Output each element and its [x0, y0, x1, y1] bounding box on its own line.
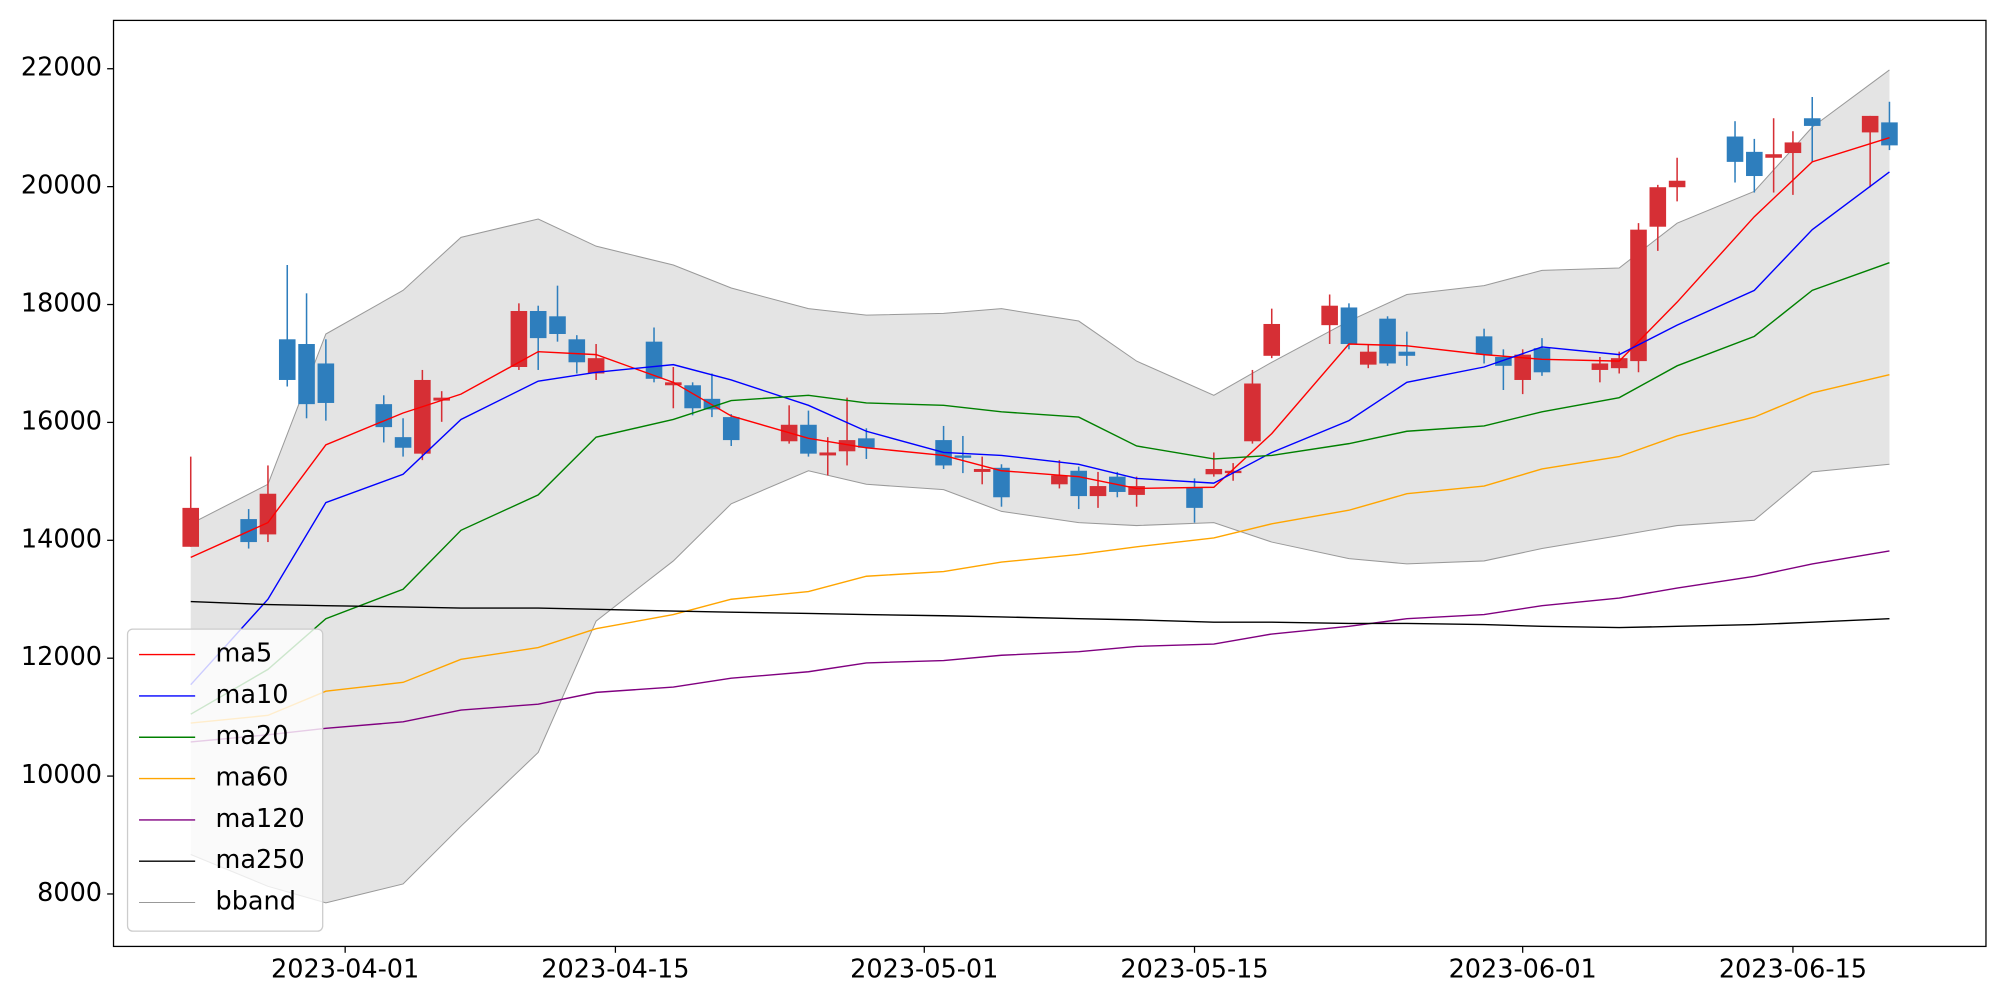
candle-body — [375, 404, 393, 428]
legend: ma5 ma10 ma20 ma60 ma120 ma250 bband — [126, 628, 324, 932]
candle-body — [1649, 187, 1667, 227]
candle-body — [394, 437, 412, 448]
legend-label: ma120 — [216, 804, 305, 834]
candle-body — [1881, 122, 1898, 146]
candle-body — [722, 417, 740, 441]
y-tick-label: 20000 — [21, 171, 102, 201]
candle-body — [317, 363, 335, 403]
candle-body — [1610, 358, 1628, 369]
candle-body — [1803, 118, 1821, 126]
candle-body — [1340, 307, 1358, 345]
x-tick-label: 2023-05-15 — [1120, 955, 1268, 985]
candle-body — [1746, 151, 1763, 177]
candle-body — [1359, 351, 1377, 365]
candle-body — [1379, 318, 1396, 364]
candle-body — [1051, 475, 1068, 485]
ma-line — [190, 171, 1890, 686]
x-tick-label: 2023-05-01 — [850, 955, 998, 985]
candle-body — [858, 438, 875, 448]
candle-body — [1070, 470, 1087, 497]
candle-body — [433, 397, 450, 401]
candle-body — [1591, 363, 1609, 370]
candle-body — [993, 467, 1010, 498]
candle-body — [954, 455, 972, 458]
candle-body — [1514, 354, 1531, 380]
legend-label: ma10 — [216, 680, 289, 710]
ma-line — [190, 262, 1890, 715]
candle-body — [1475, 336, 1493, 355]
ma-line — [190, 550, 1890, 743]
bband-area — [190, 69, 1890, 903]
x-tick-label: 2023-04-01 — [271, 955, 419, 985]
candle-body — [278, 339, 296, 380]
candle-body — [1263, 323, 1281, 356]
candle-body — [568, 339, 586, 363]
candle-body — [1668, 180, 1686, 188]
ma-line — [190, 137, 1890, 559]
legend-label: bband — [216, 887, 296, 917]
candle-body — [587, 358, 605, 374]
candle-body — [1186, 487, 1203, 508]
bband-lower — [190, 463, 1890, 904]
legend-box — [126, 628, 324, 932]
y-tick-label: 8000 — [37, 878, 102, 908]
x-tick-label: 2023-04-15 — [541, 955, 689, 985]
candle-body — [1205, 468, 1223, 475]
legend-label: ma5 — [216, 639, 273, 669]
legend-label: ma60 — [216, 763, 289, 793]
legend-label: ma250 — [216, 845, 305, 875]
candle-body — [1244, 383, 1261, 442]
candle-body — [298, 344, 315, 405]
candle-body — [1089, 486, 1107, 497]
candle-body — [1533, 348, 1551, 373]
candle-body — [1726, 136, 1744, 162]
candle-body — [973, 468, 991, 472]
y-tick-label: 22000 — [21, 53, 102, 83]
x-tick-label: 2023-06-15 — [1719, 955, 1867, 985]
candle-body — [1630, 229, 1647, 362]
candle-body — [838, 440, 856, 452]
candle-body — [549, 316, 566, 334]
candle-body — [1765, 154, 1782, 158]
bband-upper — [190, 69, 1890, 525]
candle-body — [529, 311, 547, 339]
candle-body — [1128, 486, 1145, 495]
candle-body — [1495, 356, 1512, 366]
candle-body — [510, 311, 528, 368]
y-tick-label: 14000 — [21, 524, 102, 554]
candle-body — [1321, 305, 1338, 326]
y-tick-label: 12000 — [21, 642, 102, 672]
candle-body — [182, 507, 200, 547]
y-tick-label: 16000 — [21, 406, 102, 436]
candle-body — [800, 424, 817, 454]
candle-body — [1784, 142, 1802, 154]
plot-frame — [112, 19, 1987, 948]
candle-body — [1398, 351, 1416, 356]
y-tick-label: 10000 — [21, 760, 102, 790]
candle-body — [645, 341, 663, 379]
candle-body — [1861, 115, 1879, 133]
y-tick-label: 18000 — [21, 289, 102, 319]
x-tick-label: 2023-06-01 — [1449, 955, 1597, 985]
candle-body — [665, 382, 682, 386]
candle-body — [819, 452, 837, 456]
legend-label: ma20 — [216, 721, 289, 751]
ma-line — [190, 600, 1890, 629]
candle-body — [414, 379, 431, 454]
ma-line — [190, 373, 1890, 724]
candle-body — [1224, 470, 1242, 474]
